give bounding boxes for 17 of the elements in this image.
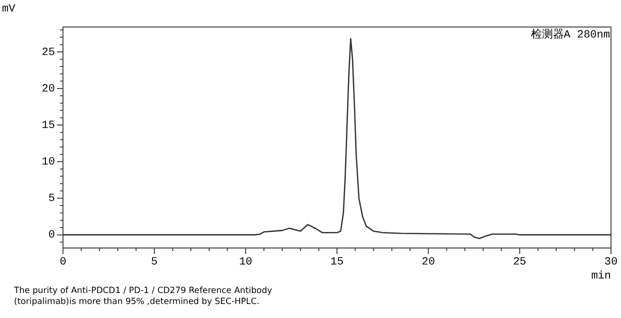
y-tick-label: 5 <box>48 193 55 206</box>
x-tick-label: 0 <box>60 256 66 268</box>
x-axis-title: min <box>591 270 611 282</box>
x-tick-label: 5 <box>151 256 158 268</box>
x-tick-label: 20 <box>422 256 435 268</box>
y-tick-label: 15 <box>42 120 55 132</box>
x-tick-label: 25 <box>513 256 526 268</box>
y-tick-label: 25 <box>42 46 55 59</box>
y-axis-title: mV <box>2 3 16 16</box>
x-tick-label: 15 <box>330 256 344 268</box>
y-tick-label: 10 <box>42 156 55 169</box>
x-tick-label: 10 <box>239 256 252 268</box>
text: The purity of Anti-PDCD1 / PD-1 / CD279 Reference Antibody (toripalimab)is more than 95% ,determined by SEC-HPLC. <box>14 286 274 308</box>
y-tick-label: 0 <box>48 230 55 242</box>
annotation: 检测器A 280nm <box>530 28 610 42</box>
y-tick-label: 20 <box>42 83 55 96</box>
x-tick-label: 30 <box>604 256 618 268</box>
